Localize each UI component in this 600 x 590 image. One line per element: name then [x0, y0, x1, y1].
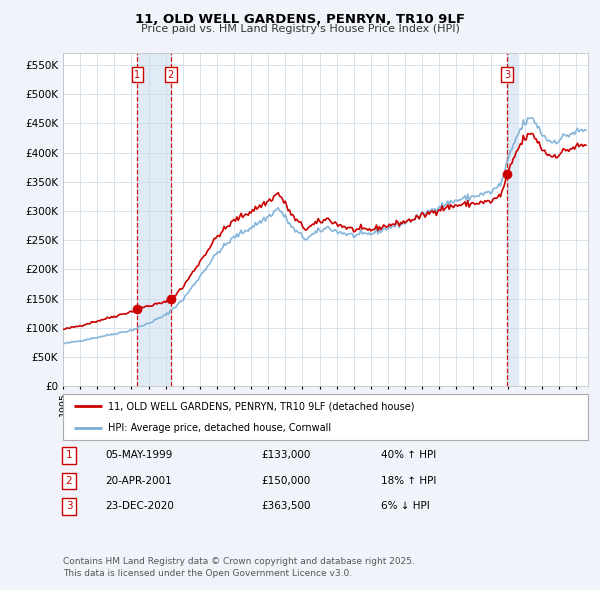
Text: 20-APR-2001: 20-APR-2001 — [105, 476, 172, 486]
Text: Price paid vs. HM Land Registry's House Price Index (HPI): Price paid vs. HM Land Registry's House … — [140, 25, 460, 34]
Text: HPI: Average price, detached house, Cornwall: HPI: Average price, detached house, Corn… — [107, 422, 331, 432]
Text: Contains HM Land Registry data © Crown copyright and database right 2025.
This d: Contains HM Land Registry data © Crown c… — [63, 557, 415, 578]
Text: 3: 3 — [504, 70, 511, 80]
Text: 2: 2 — [65, 476, 73, 486]
Text: 1: 1 — [65, 451, 73, 460]
Text: £133,000: £133,000 — [261, 451, 310, 460]
Text: 6% ↓ HPI: 6% ↓ HPI — [381, 502, 430, 511]
Text: £150,000: £150,000 — [261, 476, 310, 486]
Bar — [507, 53, 518, 386]
Text: 40% ↑ HPI: 40% ↑ HPI — [381, 451, 436, 460]
Text: 1: 1 — [134, 70, 140, 80]
Text: 23-DEC-2020: 23-DEC-2020 — [105, 502, 174, 511]
Bar — [137, 53, 171, 386]
Text: 2: 2 — [167, 70, 174, 80]
Text: 11, OLD WELL GARDENS, PENRYN, TR10 9LF (detached house): 11, OLD WELL GARDENS, PENRYN, TR10 9LF (… — [107, 401, 414, 411]
Text: 11, OLD WELL GARDENS, PENRYN, TR10 9LF: 11, OLD WELL GARDENS, PENRYN, TR10 9LF — [135, 13, 465, 26]
Text: £363,500: £363,500 — [261, 502, 311, 511]
Text: 05-MAY-1999: 05-MAY-1999 — [105, 451, 172, 460]
Text: 18% ↑ HPI: 18% ↑ HPI — [381, 476, 436, 486]
Text: 3: 3 — [65, 502, 73, 511]
